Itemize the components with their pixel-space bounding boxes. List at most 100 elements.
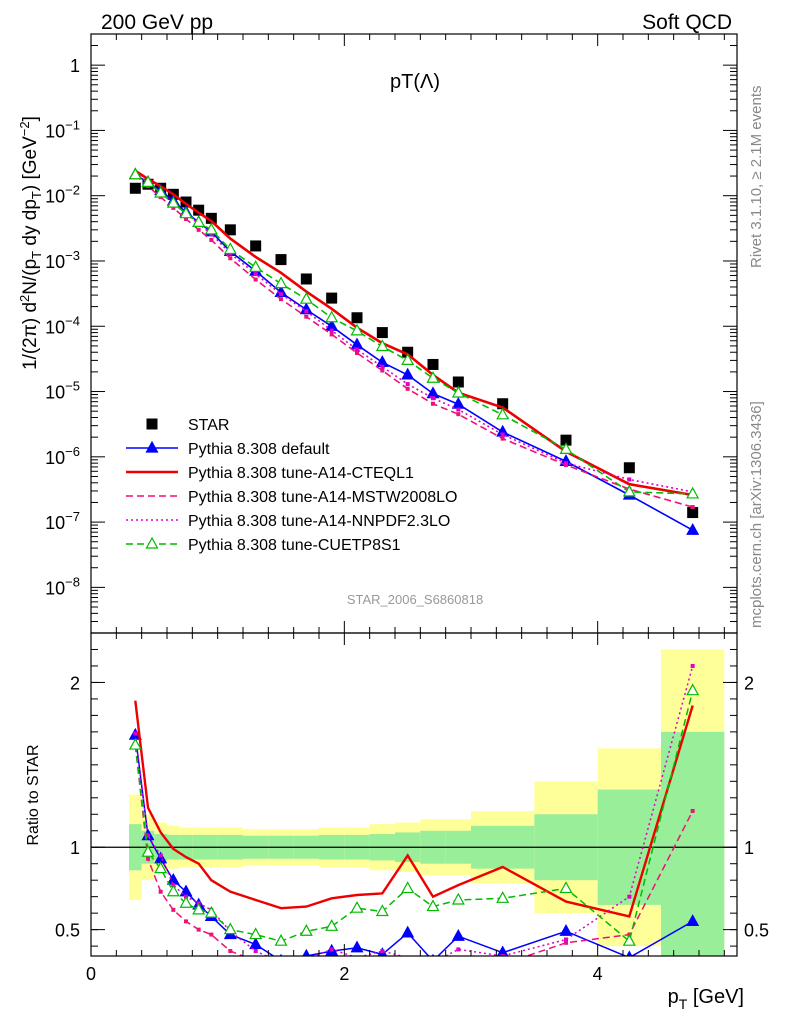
ratio-point-4-6 — [204, 905, 218, 918]
main-point-5-17 — [496, 407, 510, 420]
main-point-5-20 — [686, 486, 700, 499]
main-point-3-4 — [184, 216, 188, 221]
main-y-tick-base: 10 — [45, 252, 65, 272]
main-y-tick-label: 10−7 — [45, 509, 80, 533]
ratio-uncertainty-bands — [91, 649, 737, 956]
main-point-4-15 — [431, 396, 435, 401]
ratio-point-4-8 — [249, 927, 263, 940]
main-point-5-19 — [622, 484, 636, 497]
main-point-4-18 — [564, 461, 568, 466]
ratio-point-3-16 — [456, 947, 461, 952]
ratio-plot-panel: 0.5 0.5 1 1 2 2 0 2 4 Ratio to STAR pT [GeV] — [25, 632, 769, 1012]
mcplots-label: mcplots.cern.ch [arXiv:1306.3436] — [748, 401, 765, 628]
main-point-0-7 — [224, 224, 236, 236]
ratio-point-0-8 — [249, 937, 263, 950]
main-point-4-17 — [500, 432, 505, 437]
ratio-point-2-8 — [254, 959, 258, 963]
x-tick-label: 2 — [339, 964, 349, 984]
x-axis-label: pT [GeV] — [668, 986, 744, 1012]
ratio-point-4-14 — [401, 881, 415, 894]
main-point-0-18 — [560, 434, 572, 446]
main-point-5-3 — [166, 195, 180, 208]
ratio-point-2-6 — [209, 932, 214, 937]
main-title: pT(Λ) — [390, 71, 440, 93]
legend-item-3: Pythia 8.308 tune-A14-MSTW2008LO — [126, 489, 457, 506]
ratio-point-0-19 — [626, 950, 633, 956]
ratio-point-4-20 — [686, 683, 700, 696]
main-point-3-5 — [196, 227, 201, 232]
main-y-tick-label: 10−4 — [45, 313, 80, 337]
ratio-point-3-20 — [690, 663, 695, 668]
ratio-point-2-4 — [184, 919, 188, 924]
main-point-0-20 — [687, 507, 699, 519]
main-y-tick-label: 10−6 — [45, 444, 80, 468]
ratio-point-0-10 — [302, 948, 311, 956]
legend-label-2: Pythia 8.308 tune-A14-CTEQL1 — [188, 465, 414, 482]
ratio-point-3-18 — [564, 937, 568, 942]
rivet-label: Rivet 3.1.10, ≥ 2.1M events — [748, 86, 765, 269]
ratio-point-4-19 — [622, 933, 636, 946]
legend-label-5: Pythia 8.308 tune-CUETP8S1 — [188, 537, 401, 554]
main-y-tick-exp: −5 — [65, 379, 80, 394]
ratio-point-2-10 — [304, 967, 308, 971]
main-point-0-9 — [275, 254, 287, 266]
main-point-0-19 — [623, 462, 635, 474]
ratio-point-4-1 — [141, 844, 155, 857]
header-left: 200 GeV pp — [101, 11, 213, 34]
main-y-tick-exp: −6 — [65, 444, 80, 459]
legend-marker-1 — [145, 440, 159, 453]
main-series-3 — [133, 172, 695, 510]
ratio-point-3-13 — [380, 949, 385, 954]
legend-item-2: Pythia 8.308 tune-A14-CTEQL1 — [126, 465, 414, 482]
ratio-point-2-11 — [330, 964, 334, 968]
main-point-3-12 — [355, 350, 359, 355]
ratio-y-tick-label: 1 — [70, 838, 80, 858]
main-point-4-10 — [304, 309, 309, 314]
ratio-point-4-10 — [299, 924, 313, 936]
main-point-3-15 — [431, 401, 435, 406]
main-line-2 — [134, 169, 693, 497]
main-point-3-20 — [690, 505, 695, 510]
main-point-4-13 — [380, 364, 385, 369]
main-y-tick-exp: −8 — [65, 574, 80, 589]
main-y-tick-label: 10−8 — [45, 574, 80, 598]
legend-item-5: Pythia 8.308 tune-CUETP8S1 — [126, 536, 401, 554]
main-point-5-11 — [325, 310, 339, 323]
main-point-5-10 — [299, 291, 313, 304]
main-point-1-20 — [686, 523, 700, 535]
main-series-5 — [128, 167, 700, 499]
main-point-5-13 — [375, 339, 389, 352]
ratio-series-4 — [128, 683, 700, 946]
main-point-5-16 — [451, 385, 465, 398]
ratio-line-1 — [134, 700, 694, 918]
main-point-3-7 — [228, 256, 233, 261]
main-y-tick-exp: −1 — [65, 117, 80, 132]
ratio-point-3-8 — [253, 949, 258, 954]
ratio-point-2-18 — [564, 940, 568, 945]
ratio-point-4-12 — [350, 900, 364, 913]
ratio-point-4-2 — [154, 861, 168, 874]
main-point-0-13 — [376, 327, 388, 339]
main-point-3-10 — [304, 314, 309, 319]
main-point-4-11 — [329, 328, 334, 333]
main-point-5-0 — [128, 167, 142, 180]
main-plot-panel: pT(Λ) STAR_2006_S6860818 110−110−210−310… — [17, 33, 738, 634]
ratio-y-tick-label-right: 2 — [744, 673, 754, 693]
main-point-3-3 — [171, 205, 176, 210]
main-y-tick-base: 10 — [45, 317, 65, 337]
main-point-1-15 — [426, 386, 440, 399]
main-point-5-2 — [154, 185, 168, 198]
main-y-tick-label: 10−2 — [45, 183, 80, 207]
ratio-point-3-19 — [627, 894, 632, 899]
ratio-point-2-3 — [171, 907, 176, 912]
ratio-point-4-18 — [559, 881, 573, 894]
main-series — [128, 167, 700, 535]
main-point-4-9 — [279, 292, 283, 297]
main-y-axis-label: 1/(2π) d2N/(pT dy dpT) [GeV−2] — [17, 116, 44, 370]
main-point-3-13 — [380, 368, 385, 373]
legend-marker-0 — [146, 418, 158, 430]
ratio-point-4-0 — [128, 737, 142, 750]
main-series-2 — [134, 169, 693, 497]
ratio-point-3-9 — [279, 961, 283, 965]
